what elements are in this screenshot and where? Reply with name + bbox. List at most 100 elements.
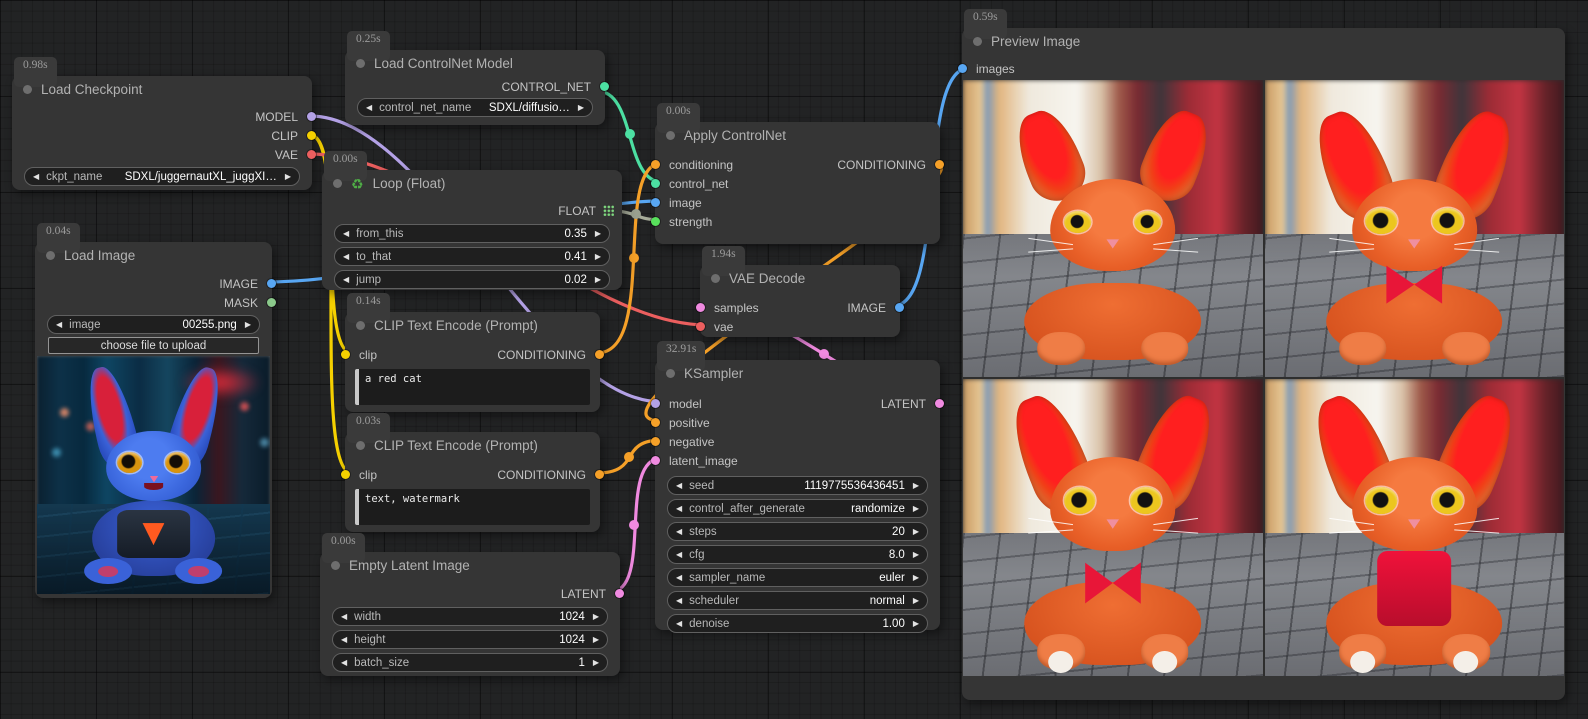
arrow-left-icon[interactable]: ◀ — [676, 572, 683, 582]
input-port-conditioning[interactable] — [651, 160, 660, 169]
arrow-left-icon[interactable]: ◀ — [343, 228, 350, 238]
arrow-right-icon[interactable]: ▶ — [592, 634, 599, 644]
arrow-left-icon[interactable]: ◀ — [343, 251, 350, 261]
input-port-images[interactable] — [958, 64, 967, 73]
input-port-image[interactable] — [651, 198, 660, 207]
node-title-bar[interactable]: ♻ Loop (Float) — [322, 170, 622, 197]
arrow-left-icon[interactable]: ◀ — [33, 171, 40, 181]
node-load-controlnet[interactable]: 0.25s Load ControlNet Model CONTROL_NET … — [345, 31, 609, 125]
output-port-conditioning[interactable] — [935, 160, 944, 169]
preview-image-red-bunny-bow[interactable] — [1264, 80, 1564, 377]
loaded-image-preview[interactable] — [37, 356, 270, 594]
node-vae-decode[interactable]: 1.94s VAE Decode samples IMAGE vae — [696, 246, 904, 337]
output-port-mask[interactable] — [267, 298, 276, 307]
node-title-bar[interactable]: KSampler — [655, 360, 940, 387]
prompt-textarea[interactable]: a red cat — [355, 369, 590, 405]
arrow-right-icon[interactable]: ▶ — [912, 572, 919, 582]
widget-cfg[interactable]: ◀ cfg 8.0 ▶ — [667, 545, 928, 564]
prompt-textarea[interactable]: text, watermark — [355, 489, 590, 525]
preview-image-grid[interactable] — [963, 80, 1564, 676]
node-apply-controlnet[interactable]: 0.00s Apply ControlNet conditioning COND… — [651, 103, 944, 244]
widget-from-this[interactable]: ◀ from_this 0.35 ▶ — [334, 224, 610, 243]
widget-controlnet-name[interactable]: ◀ control_net_name SDXL/diffusio… ▶ — [357, 98, 593, 117]
arrow-left-icon[interactable]: ◀ — [341, 657, 348, 667]
arrow-left-icon[interactable]: ◀ — [343, 274, 350, 284]
input-port-clip[interactable] — [341, 350, 350, 359]
input-port-latent-image[interactable] — [651, 456, 660, 465]
reroute-dot[interactable] — [624, 452, 634, 462]
widget-image-file[interactable]: ◀ image 00255.png ▶ — [47, 315, 260, 334]
widget-sampler-name[interactable]: ◀ sampler_name euler ▶ — [667, 568, 928, 587]
output-port-controlnet[interactable] — [600, 82, 609, 91]
output-port-vae[interactable] — [307, 150, 316, 159]
widget-steps[interactable]: ◀ steps 20 ▶ — [667, 522, 928, 541]
preview-image-red-bunny-plush[interactable] — [963, 379, 1263, 676]
node-load-image[interactable]: 0.04s Load Image IMAGE MASK ◀ image 0025… — [35, 223, 276, 598]
node-clip-encode-negative[interactable]: 0.03s CLIP Text Encode (Prompt) clip CON… — [341, 413, 604, 532]
node-title-bar[interactable]: Load ControlNet Model — [345, 50, 605, 77]
node-clip-encode-positive[interactable]: 0.14s CLIP Text Encode (Prompt) clip CON… — [341, 293, 604, 412]
node-title-bar[interactable]: Load Image — [35, 242, 272, 269]
arrow-right-icon[interactable]: ▶ — [912, 618, 919, 628]
output-port-latent[interactable] — [615, 589, 624, 598]
arrow-right-icon[interactable]: ▶ — [594, 274, 601, 284]
widget-denoise[interactable]: ◀ denoise 1.00 ▶ — [667, 614, 928, 633]
input-port-vae[interactable] — [696, 322, 705, 331]
input-port-strength[interactable] — [651, 217, 660, 226]
arrow-right-icon[interactable]: ▶ — [912, 549, 919, 559]
widget-height[interactable]: ◀ height 1024 ▶ — [332, 630, 608, 649]
wire-clip-negative[interactable] — [308, 133, 354, 475]
reroute-dot[interactable] — [629, 253, 639, 263]
reroute-dot[interactable] — [625, 129, 635, 139]
arrow-left-icon[interactable]: ◀ — [676, 618, 683, 628]
arrow-left-icon[interactable]: ◀ — [341, 611, 348, 621]
arrow-right-icon[interactable]: ▶ — [912, 526, 919, 536]
widget-seed[interactable]: ◀ seed 1119775536436451 ▶ — [667, 476, 928, 495]
widget-control-after-generate[interactable]: ◀ control_after_generate randomize ▶ — [667, 499, 928, 518]
reroute-dot[interactable] — [629, 520, 639, 530]
arrow-left-icon[interactable]: ◀ — [676, 595, 683, 605]
arrow-right-icon[interactable]: ▶ — [592, 611, 599, 621]
arrow-left-icon[interactable]: ◀ — [341, 634, 348, 644]
node-ksampler[interactable]: 32.91s KSampler model LATENT positive ne… — [651, 341, 944, 633]
output-port-image[interactable] — [267, 279, 276, 288]
output-port-conditioning[interactable] — [595, 350, 604, 359]
output-port-conditioning[interactable] — [595, 470, 604, 479]
arrow-right-icon[interactable]: ▶ — [912, 503, 919, 513]
arrow-left-icon[interactable]: ◀ — [676, 503, 683, 513]
arrow-left-icon[interactable]: ◀ — [676, 526, 683, 536]
arrow-right-icon[interactable]: ▶ — [594, 228, 601, 238]
input-port-clip[interactable] — [341, 470, 350, 479]
input-port-negative[interactable] — [651, 437, 660, 446]
widget-jump[interactable]: ◀ jump 0.02 ▶ — [334, 270, 610, 289]
arrow-right-icon[interactable]: ▶ — [577, 102, 584, 112]
preview-image-red-cat[interactable] — [963, 80, 1263, 377]
node-title-bar[interactable]: CLIP Text Encode (Prompt) — [345, 432, 600, 459]
arrow-left-icon[interactable]: ◀ — [676, 480, 683, 490]
arrow-right-icon[interactable]: ▶ — [594, 251, 601, 261]
node-title-bar[interactable]: Apply ControlNet — [655, 122, 940, 149]
node-load-checkpoint[interactable]: 0.98s Load Checkpoint MODEL CLIP VAE ◀ c… — [12, 57, 316, 190]
arrow-right-icon[interactable]: ▶ — [592, 657, 599, 667]
output-port-image[interactable] — [895, 303, 904, 312]
reroute-dot[interactable] — [819, 349, 829, 359]
arrow-left-icon[interactable]: ◀ — [56, 319, 63, 329]
input-port-samples[interactable] — [696, 303, 705, 312]
input-port-model[interactable] — [651, 399, 660, 408]
arrow-left-icon[interactable]: ◀ — [676, 549, 683, 559]
widget-scheduler[interactable]: ◀ scheduler normal ▶ — [667, 591, 928, 610]
node-title-bar[interactable]: CLIP Text Encode (Prompt) — [345, 312, 600, 339]
input-port-controlnet[interactable] — [651, 179, 660, 188]
upload-button[interactable]: choose file to upload — [48, 337, 259, 354]
node-title-bar[interactable]: Load Checkpoint — [12, 76, 312, 103]
output-port-latent[interactable] — [935, 399, 944, 408]
widget-ckpt-name[interactable]: ◀ ckpt_name SDXL/juggernautXL_juggXI… ▶ — [24, 167, 300, 186]
arrow-right-icon[interactable]: ▶ — [912, 595, 919, 605]
node-title-bar[interactable]: VAE Decode — [700, 265, 900, 292]
node-loop-float[interactable]: 0.00s ♻ Loop (Float) FLOAT ◀ from_this 0… — [322, 151, 622, 290]
grid-output-icon[interactable] — [603, 205, 614, 216]
node-title-bar[interactable]: Preview Image — [962, 28, 1565, 55]
arrow-right-icon[interactable]: ▶ — [912, 480, 919, 490]
arrow-right-icon[interactable]: ▶ — [244, 319, 251, 329]
